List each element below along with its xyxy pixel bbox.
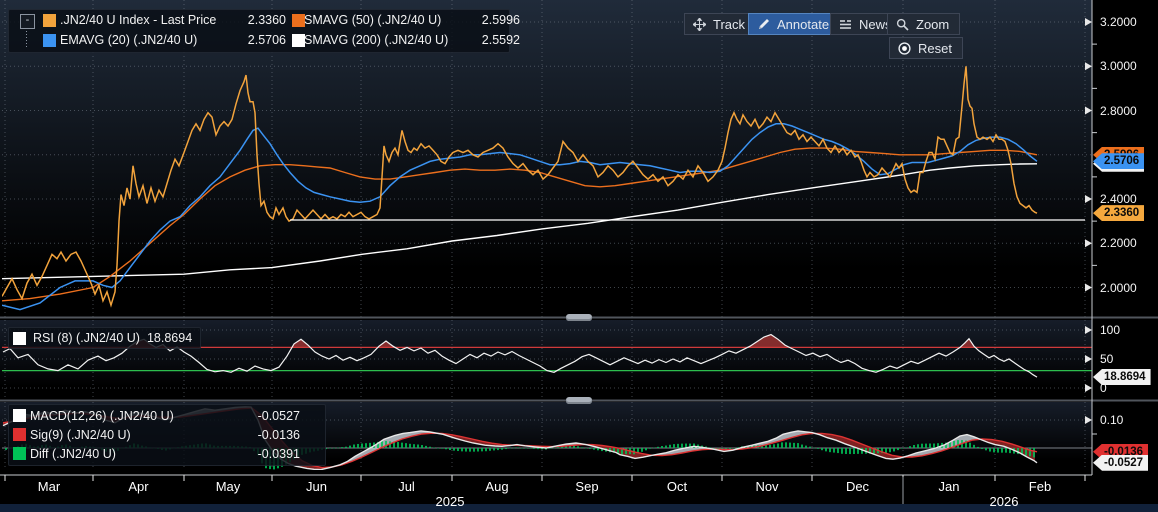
smavg50-value: 2.5996 xyxy=(470,13,520,27)
macd-legend: MACD(12,26) (.JN2/40 U) -0.0527 Sig(9) (… xyxy=(8,404,326,466)
legend-item-macd[interactable]: MACD(12,26) (.JN2/40 U) xyxy=(30,409,208,423)
pane-splitter-handle-bottom[interactable] xyxy=(566,397,592,404)
diff-value: -0.0391 xyxy=(208,447,300,461)
diff-swatch xyxy=(13,447,26,460)
emavg20-swatch xyxy=(43,34,56,47)
legend-item-diff[interactable]: Diff (.JN2/40 U) xyxy=(30,447,208,461)
legend-item-smavg50[interactable]: SMAVG (50) (.JN2/40 U) xyxy=(304,13,470,27)
macd-swatch xyxy=(13,409,26,422)
rsi-value: 18.8694 xyxy=(147,331,192,345)
legend-item-rsi[interactable]: RSI (8) (.JN2/40 U) xyxy=(33,331,140,345)
bloomberg-chart-window: - .JN2/40 U Index - Last Price 2.3360 SM… xyxy=(0,0,1158,512)
pane-splitter-handle-top[interactable] xyxy=(566,314,592,321)
annotate-button[interactable]: Annotate xyxy=(748,13,840,35)
annotate-pencil-icon xyxy=(757,18,770,31)
smavg200-value: 2.5592 xyxy=(470,33,520,47)
track-button[interactable]: Track xyxy=(684,13,756,35)
legend-item-sig[interactable]: Sig(9) (.JN2/40 U) xyxy=(30,428,208,442)
track-button-label: Track xyxy=(713,17,745,32)
zoom-button[interactable]: Zoom xyxy=(887,13,960,35)
emavg20-value: 2.5706 xyxy=(236,33,286,47)
sig-swatch xyxy=(13,428,26,441)
track-crosshair-icon xyxy=(693,18,706,31)
price-legend: - .JN2/40 U Index - Last Price 2.3360 SM… xyxy=(8,9,510,53)
legend-collapse-toggle[interactable]: - xyxy=(20,14,35,29)
legend-item-emavg20[interactable]: EMAVG (20) (.JN2/40 U) xyxy=(60,33,236,47)
reset-record-icon xyxy=(898,42,911,55)
news-lines-icon xyxy=(839,18,852,31)
sig-value: -0.0136 xyxy=(208,428,300,442)
legend-item-last-price[interactable]: .JN2/40 U Index - Last Price xyxy=(60,13,236,27)
legend-item-smavg200[interactable]: SMAVG (200) (.JN2/40 U) xyxy=(304,33,470,47)
zoom-magnifier-icon xyxy=(896,18,909,31)
last-price-swatch xyxy=(43,14,56,27)
annotate-button-label: Annotate xyxy=(777,17,829,32)
macd-value: -0.0527 xyxy=(208,409,300,423)
rsi-legend: RSI (8) (.JN2/40 U) 18.8694 xyxy=(8,327,201,349)
last-price-value: 2.3360 xyxy=(236,13,286,27)
zoom-button-label: Zoom xyxy=(916,17,949,32)
legend-tree-line xyxy=(26,28,27,48)
reset-button[interactable]: Reset xyxy=(889,37,963,59)
reset-button-label: Reset xyxy=(918,41,952,56)
rsi-swatch xyxy=(13,332,26,345)
